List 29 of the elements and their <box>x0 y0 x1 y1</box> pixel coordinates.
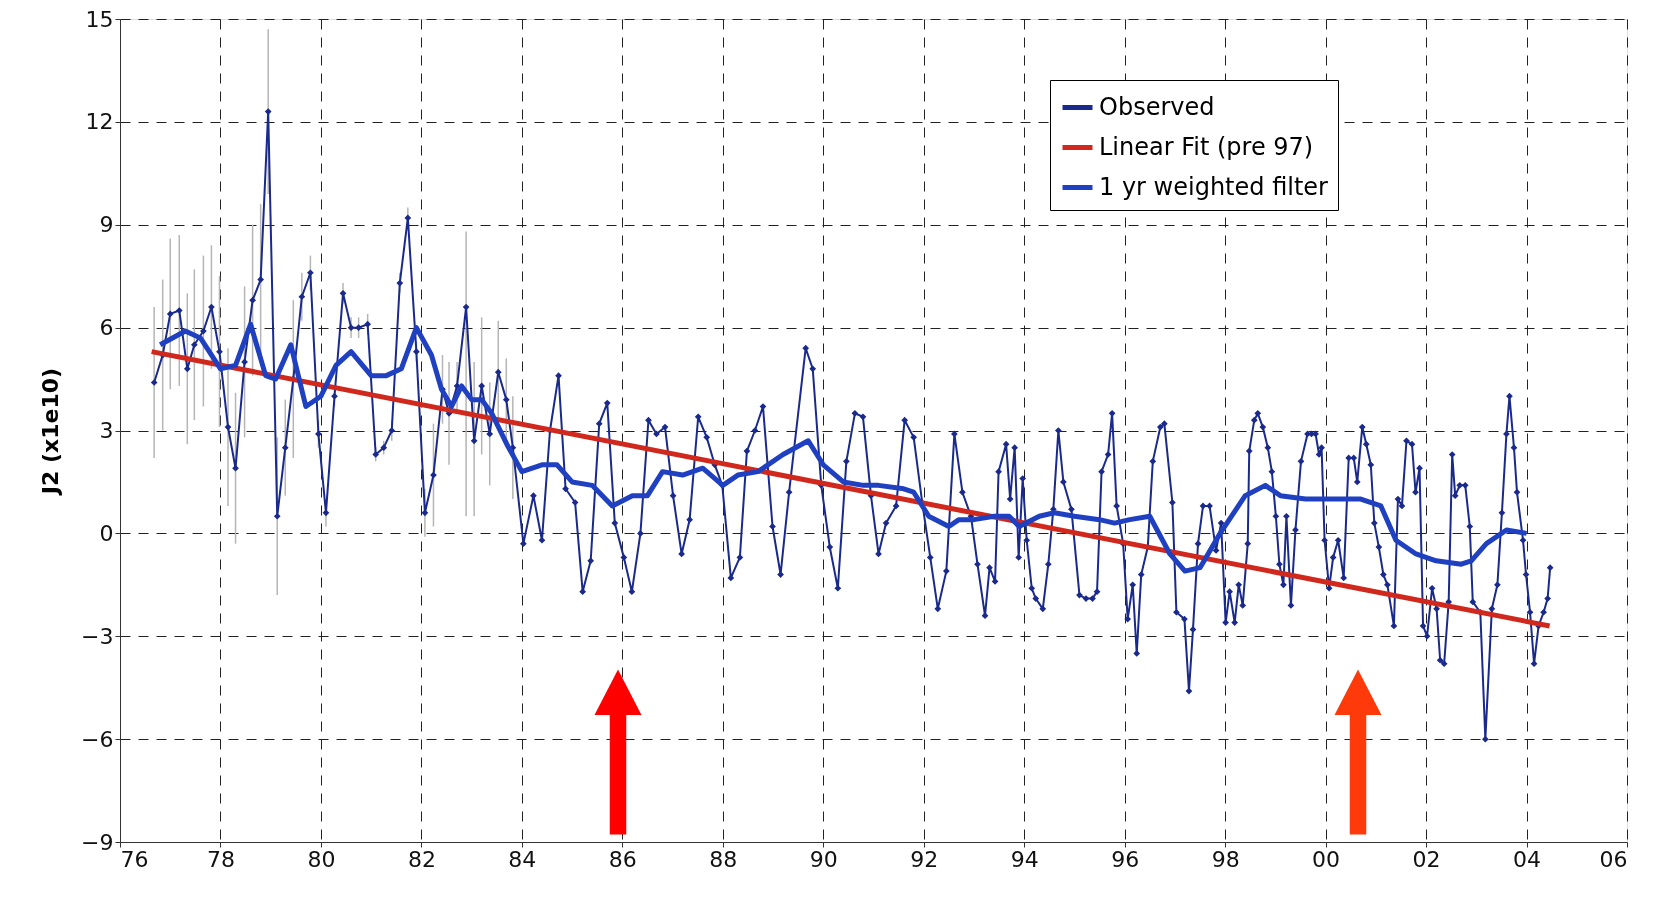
y-tick-label: −3 <box>81 623 114 649</box>
y-tick-label: 9 <box>99 212 114 238</box>
x-tick-label: 96 <box>1111 846 1140 872</box>
x-tick-label: 82 <box>407 846 436 872</box>
x-tick-label: 90 <box>809 846 838 872</box>
y-tick-label: 15 <box>85 6 114 32</box>
x-tick-label: 94 <box>1010 846 1039 872</box>
x-tick-label: 84 <box>508 846 537 872</box>
x-tick-label: 86 <box>608 846 637 872</box>
legend-label: 1 yr weighted filter <box>1099 172 1329 201</box>
y-tick-label: 3 <box>99 418 114 443</box>
x-tick-label: 02 <box>1412 846 1441 872</box>
legend-label: Linear Fit (pre 97) <box>1099 132 1314 161</box>
x-tick-label: 92 <box>910 846 939 872</box>
x-tick-label: 80 <box>307 846 336 872</box>
x-tick-label: 04 <box>1513 846 1542 872</box>
x-tick-label: 98 <box>1211 846 1240 872</box>
x-tick-label: 00 <box>1312 846 1341 872</box>
y-axis-title: J2 (x1e10) <box>38 367 64 497</box>
y-tick-label: −6 <box>81 726 114 752</box>
x-tick-label: 88 <box>709 846 738 872</box>
y-tick-label: 0 <box>99 520 114 546</box>
y-tick-label: 12 <box>85 109 114 135</box>
x-tick-label: 06 <box>1599 846 1628 872</box>
legend-label: Observed <box>1099 92 1215 121</box>
x-tick-label: 76 <box>120 846 149 872</box>
y-tick-label: 6 <box>99 315 114 341</box>
y-tick-label: −9 <box>81 829 114 855</box>
x-tick-label: 78 <box>206 846 235 872</box>
